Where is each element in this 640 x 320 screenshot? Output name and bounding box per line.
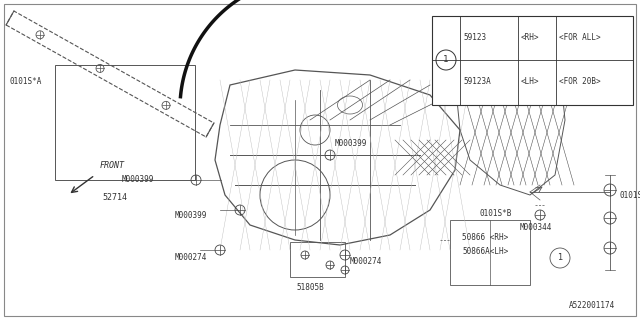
Bar (450, 220, 530, 285)
Text: <LH>: <LH> (521, 77, 540, 86)
Text: 0101S*A: 0101S*A (10, 77, 42, 86)
Text: M000344: M000344 (520, 222, 552, 231)
Text: 0101S*B: 0101S*B (620, 190, 640, 199)
Text: 50866A<LH>: 50866A<LH> (462, 247, 508, 257)
Text: A522001174: A522001174 (569, 301, 615, 310)
Text: FRONT: FRONT (100, 161, 125, 170)
Text: M000399: M000399 (122, 175, 154, 185)
Text: 59123A: 59123A (463, 77, 491, 86)
Bar (290, 242, 345, 277)
Text: <FOR 20B>: <FOR 20B> (559, 77, 600, 86)
Text: 50866 <RH>: 50866 <RH> (462, 234, 508, 243)
Bar (55, 65, 195, 180)
Text: M000274: M000274 (350, 258, 382, 267)
Text: 1: 1 (557, 253, 563, 262)
Text: 52714: 52714 (102, 193, 127, 202)
Text: M000399: M000399 (175, 211, 207, 220)
Text: <RH>: <RH> (521, 34, 540, 43)
Text: M000399: M000399 (335, 139, 367, 148)
Text: 51805B: 51805B (296, 283, 324, 292)
Text: 1: 1 (444, 55, 449, 65)
Text: <FOR ALL>: <FOR ALL> (559, 34, 600, 43)
Text: 0101S*B: 0101S*B (480, 209, 513, 218)
Text: M000274: M000274 (175, 253, 207, 262)
Bar (432, 16, 633, 105)
Text: 59123: 59123 (463, 34, 486, 43)
